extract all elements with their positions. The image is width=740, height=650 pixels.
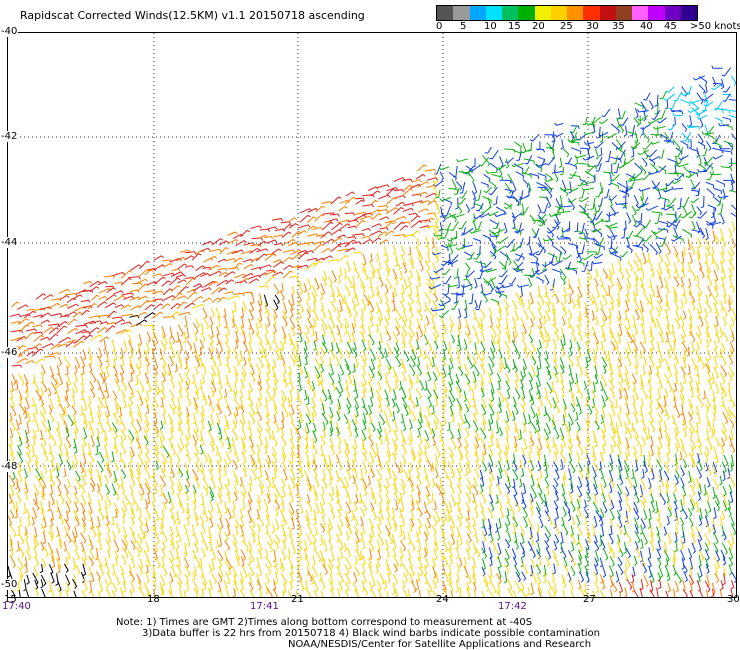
time-label-1742: 17:42	[498, 601, 527, 612]
colorbar-segment	[664, 6, 681, 20]
colorbar-segment	[518, 6, 535, 20]
lon-label-15: 15	[4, 594, 17, 605]
map-title: Rapidscat Corrected Winds(12.5KM) v1.1 2…	[20, 9, 365, 22]
note-line-1: Note: 1) Times are GMT 2)Times along bot…	[116, 617, 533, 628]
time-label-1740: 17:40	[2, 601, 31, 612]
time-label-1741: 17:41	[250, 601, 279, 612]
colorbar-segment	[567, 6, 584, 20]
colorbar-label: 30	[586, 21, 599, 32]
note-line-2: 3)Data buffer is 22 hrs from 20150718 4)…	[142, 628, 600, 639]
lon-label-30: 30	[727, 594, 740, 605]
colorbar-label: 40	[640, 21, 653, 32]
colorbar-segment	[583, 6, 600, 20]
wind-map[interactable]	[7, 32, 737, 598]
wind-barb-field	[8, 33, 736, 597]
note-line-3: NOAA/NESDIS/Center for Satellite Applica…	[288, 639, 592, 650]
colorbar-label: 35	[612, 21, 625, 32]
lon-label-27: 27	[583, 594, 596, 605]
colorbar-segment	[485, 6, 502, 20]
colorbar-segment	[615, 6, 632, 20]
wind-barbs	[8, 65, 736, 597]
colorbar-segment	[502, 6, 519, 20]
colorbar-segment	[648, 6, 665, 20]
lat-label-40: -40	[0, 26, 19, 37]
colorbar-label: 5	[460, 21, 467, 32]
colorbar-label: 20	[532, 21, 545, 32]
lon-label-21: 21	[291, 594, 304, 605]
colorbar-label: 10	[484, 21, 497, 32]
colorbar-segment	[550, 6, 567, 20]
colorbar-segment	[469, 6, 486, 20]
colorbar-segment	[534, 6, 551, 20]
lon-label-18: 18	[147, 594, 160, 605]
lat-label-50: -50	[0, 579, 19, 590]
colorbar-label: 0	[436, 21, 443, 32]
colorbar-segment	[599, 6, 616, 20]
lon-label-24: 24	[436, 594, 449, 605]
lat-label-46: -46	[0, 347, 19, 358]
lat-label-48: -48	[0, 461, 19, 472]
colorbar-segment	[632, 6, 649, 20]
wind-speed-colorbar	[436, 5, 698, 21]
lat-label-44: -44	[0, 237, 19, 248]
colorbar-segment	[453, 6, 470, 20]
lat-label-42: -42	[0, 131, 19, 142]
colorbar-label: 45	[664, 21, 677, 32]
colorbar-label: 25	[560, 21, 573, 32]
colorbar-segment	[437, 6, 454, 20]
colorbar-segment	[680, 6, 697, 20]
colorbar-label: >50 knots	[690, 21, 740, 32]
colorbar-label: 15	[508, 21, 521, 32]
